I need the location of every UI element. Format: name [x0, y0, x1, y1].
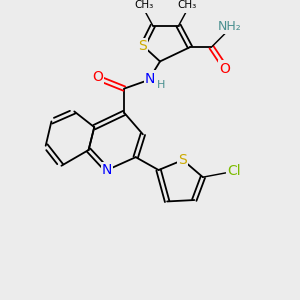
Text: N: N: [102, 163, 112, 177]
Text: NH₂: NH₂: [218, 20, 242, 33]
Text: O: O: [219, 61, 230, 76]
Text: Cl: Cl: [227, 164, 241, 178]
Text: S: S: [139, 39, 147, 53]
Text: S: S: [178, 153, 187, 167]
Text: O: O: [92, 70, 103, 84]
Text: H: H: [156, 80, 165, 90]
Text: N: N: [145, 72, 155, 86]
Text: CH₃: CH₃: [178, 0, 197, 10]
Text: CH₃: CH₃: [135, 0, 154, 10]
